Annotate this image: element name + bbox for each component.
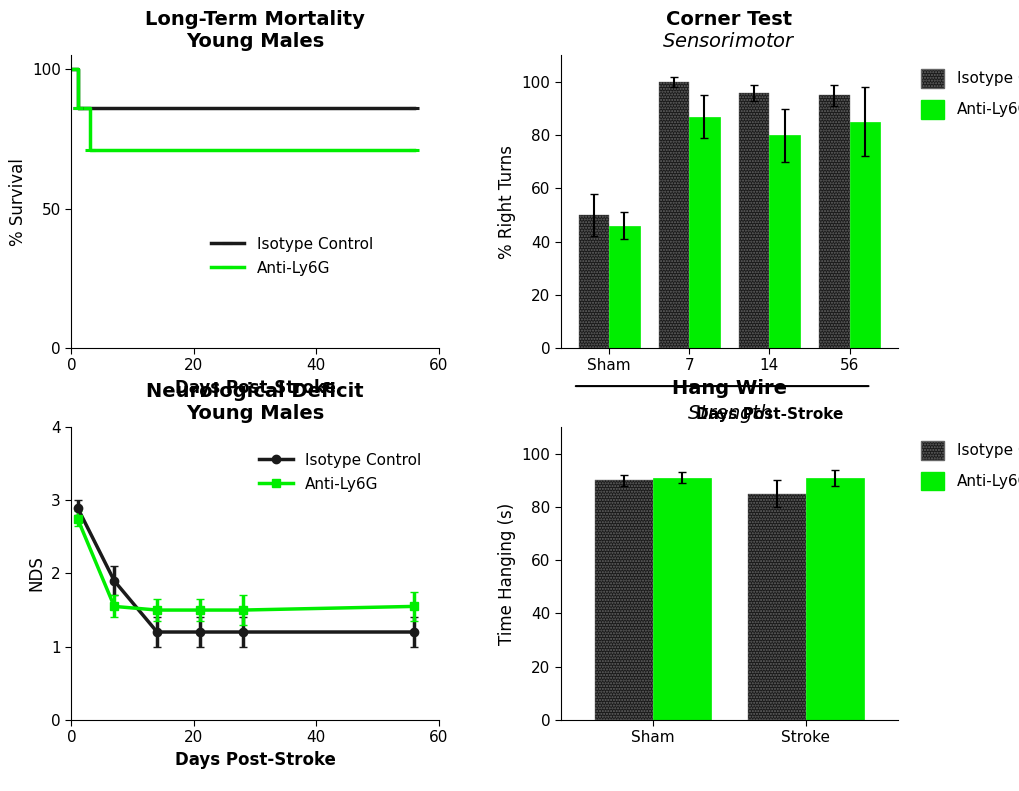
Title: Long-Term Mortality
Young Males: Long-Term Mortality Young Males: [145, 10, 365, 51]
Legend: Isotype Control, Anti-Ly6G: Isotype Control, Anti-Ly6G: [205, 230, 378, 282]
Title: Hang Wire
$\it{Strength}$: Hang Wire $\it{Strength}$: [672, 380, 786, 425]
Bar: [805, 478, 863, 720]
Text: Days Post-Stroke: Days Post-Stroke: [695, 407, 843, 422]
Legend: Isotype Control, Anti-Ly6G: Isotype Control, Anti-Ly6G: [914, 63, 1019, 125]
Bar: [818, 95, 849, 348]
Y-axis label: % Survival: % Survival: [8, 157, 26, 246]
Y-axis label: Time Hanging (s): Time Hanging (s): [497, 502, 516, 645]
Y-axis label: NDS: NDS: [28, 555, 46, 592]
Bar: [849, 122, 879, 348]
Bar: [747, 494, 805, 720]
Bar: [594, 480, 652, 720]
Bar: [658, 82, 689, 348]
Title: Neurological Deficit
Young Males: Neurological Deficit Young Males: [146, 382, 364, 423]
X-axis label: Days Post-Stroke: Days Post-Stroke: [174, 751, 335, 769]
Bar: [768, 135, 799, 348]
Legend: Isotype Control, Anti-Ly6G: Isotype Control, Anti-Ly6G: [253, 446, 427, 498]
Bar: [738, 93, 768, 348]
Legend: Isotype Control, Anti-Ly6G: Isotype Control, Anti-Ly6G: [914, 435, 1019, 497]
Bar: [578, 215, 608, 348]
Y-axis label: % Right Turns: % Right Turns: [497, 145, 516, 259]
Bar: [652, 478, 710, 720]
Title: Corner Test
$\it{Sensorimotor}$: Corner Test $\it{Sensorimotor}$: [661, 10, 796, 51]
Bar: [608, 225, 639, 348]
Bar: [689, 116, 719, 348]
X-axis label: Days Post-Stroke: Days Post-Stroke: [174, 379, 335, 397]
